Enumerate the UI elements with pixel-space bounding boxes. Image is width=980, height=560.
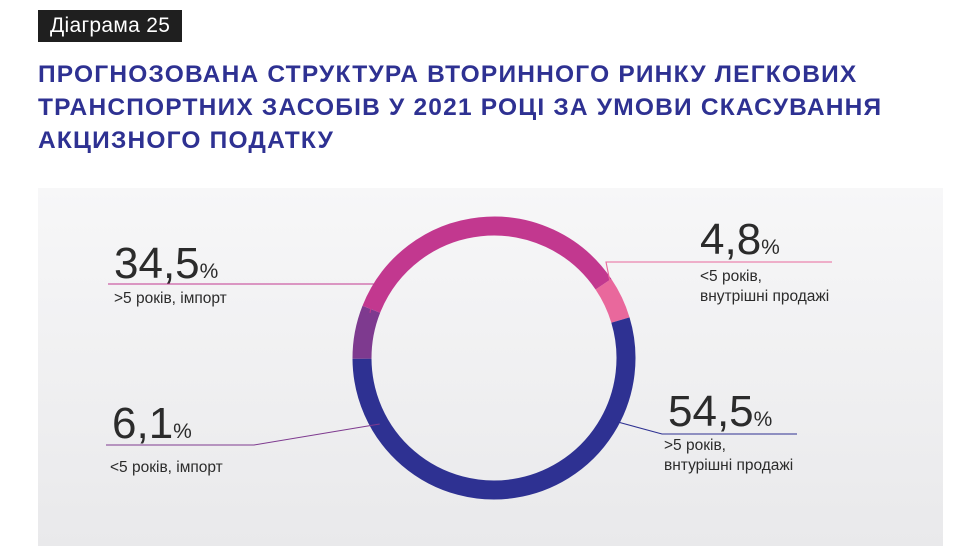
value-unit-4: % [200, 260, 219, 283]
slice-caption-2-line-1: >5 років, [664, 437, 726, 454]
slice-caption-4-line-1: >5 років, імпорт [114, 290, 227, 307]
slice-caption-2-line-2: внтурішні продажі [664, 457, 793, 474]
diagram-number-tag: Діаграма 25 [38, 10, 183, 42]
value-number-2: 54,5 [668, 387, 754, 436]
chart-title: ПРОГНОЗОВАНА СТРУКТУРА ВТОРИННОГО РИНКУ … [38, 58, 958, 157]
leader-line-1 [605, 261, 832, 305]
leader-line-4 [108, 283, 376, 313]
value-label-1: 4,8% [700, 215, 780, 264]
title-line-2: ТРАНСПОРТНИХ ЗАСОБІВ У 2021 РОЦІ ЗА УМОВ… [38, 94, 883, 121]
value-unit-2: % [754, 408, 773, 431]
slice-caption-1-line-1: <5 років, [700, 268, 762, 285]
leader-line-2 [610, 419, 797, 435]
value-label-3: 6,1% [112, 399, 192, 448]
value-unit-1: % [761, 236, 780, 259]
donut-slice-1 [595, 278, 630, 324]
value-label-4: 34,5% [114, 239, 218, 288]
donut-slice-4 [362, 216, 612, 313]
donut-slice-2 [352, 317, 636, 500]
slice-caption-1-line-2: внутрішні продажі [700, 288, 829, 305]
leader-line-3 [106, 423, 380, 446]
value-number-4: 34,5 [114, 239, 200, 288]
value-label-2: 54,5% [668, 387, 772, 436]
donut-slice-3 [352, 305, 381, 359]
slice-caption-3-line-1: <5 років, імпорт [110, 459, 223, 476]
value-unit-3: % [173, 420, 192, 443]
value-number-1: 4,8 [700, 215, 761, 264]
title-line-3: АКЦИЗНОГО ПОДАТКУ [38, 127, 335, 154]
title-line-1: ПРОГНОЗОВАНА СТРУКТУРА ВТОРИННОГО РИНКУ … [38, 61, 858, 88]
value-number-3: 6,1 [112, 399, 173, 448]
